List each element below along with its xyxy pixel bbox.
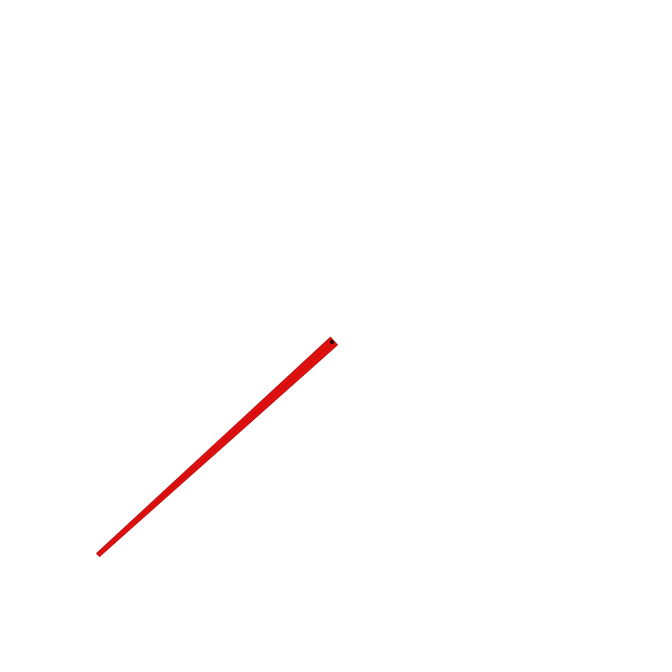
red-diagonal-stroke-core [132, 344, 330, 524]
red-diagonal-stroke [96, 336, 338, 557]
stroke-endpoint-marker [329, 339, 335, 345]
